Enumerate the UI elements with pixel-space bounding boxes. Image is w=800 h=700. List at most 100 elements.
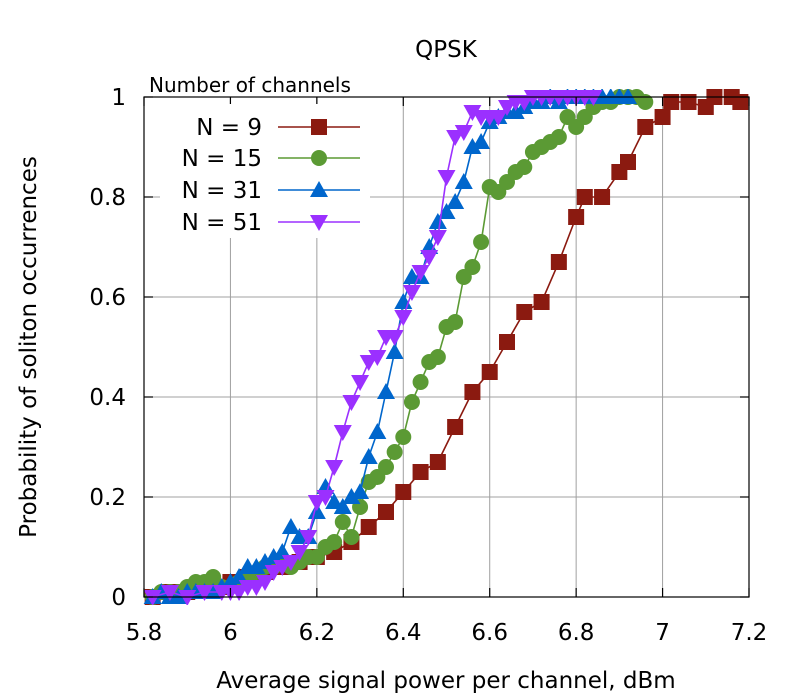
data-point <box>290 545 309 561</box>
data-point <box>326 534 343 550</box>
x-tick-label: 6.6 <box>471 620 508 646</box>
data-point <box>516 159 533 175</box>
data-point <box>204 583 223 599</box>
legend-title: Number of channels <box>149 73 351 97</box>
y-axis-title: Probability of soliton occurrences <box>16 156 42 538</box>
data-point <box>437 203 456 219</box>
data-point <box>325 493 344 509</box>
x-tick-label: 6 <box>223 620 238 646</box>
data-point <box>169 588 188 604</box>
legend: Number of channels N = 9 N = 15 N = 31 N = … <box>149 73 370 238</box>
y-tick-label: 0.6 <box>89 285 126 311</box>
data-point <box>420 250 439 266</box>
data-point <box>299 530 318 546</box>
data-point <box>385 330 404 346</box>
data-point <box>473 234 490 250</box>
legend-marker <box>310 181 328 197</box>
x-tick-label: 6.8 <box>558 620 595 646</box>
chart-title: QPSK <box>415 37 478 63</box>
data-point <box>428 213 447 229</box>
data-point <box>333 425 352 441</box>
data-point <box>281 518 300 534</box>
data-point <box>620 154 636 170</box>
data-point <box>516 304 533 320</box>
data-point <box>307 495 326 511</box>
data-point <box>334 514 351 530</box>
data-point <box>368 423 387 439</box>
data-point <box>447 314 464 330</box>
data-point <box>343 529 360 545</box>
data-point <box>351 375 370 391</box>
data-point <box>515 95 534 111</box>
data-point <box>394 310 413 326</box>
data-point <box>663 94 680 110</box>
data-point <box>637 94 654 110</box>
data-point <box>402 285 421 301</box>
legend-marker <box>311 119 327 135</box>
data-point <box>412 464 429 480</box>
data-point <box>550 254 567 270</box>
data-point <box>247 580 266 596</box>
data-point <box>429 454 446 470</box>
data-point <box>359 355 378 371</box>
data-point <box>360 519 377 535</box>
x-tick-label: 5.8 <box>126 620 163 646</box>
data-point <box>412 374 429 390</box>
data-point <box>447 419 464 435</box>
y-tick-label: 0 <box>111 585 126 611</box>
legend-marker <box>310 215 328 231</box>
data-point <box>247 558 266 574</box>
legend-label: N = 15 <box>182 146 262 172</box>
data-point <box>454 125 473 141</box>
data-point <box>316 490 335 506</box>
data-point <box>498 100 516 116</box>
data-point <box>732 94 749 110</box>
x-tick-label: 7.2 <box>731 620 768 646</box>
data-point <box>281 555 300 571</box>
data-point <box>533 294 550 310</box>
data-point <box>333 498 352 514</box>
legend-label: N = 9 <box>196 115 262 141</box>
data-point <box>454 173 473 189</box>
data-point <box>160 585 179 601</box>
data-point <box>378 459 394 475</box>
data-point <box>411 265 430 281</box>
data-point <box>378 504 394 520</box>
data-point <box>195 585 214 601</box>
y-tick-label: 1 <box>111 85 126 111</box>
data-point <box>437 170 456 186</box>
data-point <box>654 109 671 125</box>
data-point <box>325 460 344 476</box>
data-point <box>464 384 481 400</box>
data-point <box>489 110 508 126</box>
data-point <box>568 209 585 225</box>
data-point <box>472 133 491 149</box>
data-point <box>463 138 482 154</box>
data-point <box>395 484 412 500</box>
series-layer <box>143 89 749 605</box>
data-point <box>385 343 404 359</box>
data-point <box>395 429 412 445</box>
x-axis-title: Average signal power per channel, dBm <box>216 668 675 694</box>
y-tick-label: 0.8 <box>89 185 126 211</box>
axis-ticks: 5.8 6 6.2 6.4 6.6 6.8 7 7.2 0 0.2 0.4 0.6 0.8 1 <box>89 85 767 646</box>
y-tick-label: 0.2 <box>89 485 126 511</box>
data-point <box>481 364 498 380</box>
data-point <box>403 394 420 410</box>
data-point <box>256 575 274 591</box>
legend-marker <box>311 150 327 166</box>
data-point <box>680 94 697 110</box>
legend-label: N = 31 <box>182 178 262 204</box>
x-tick-label: 7 <box>655 620 670 646</box>
data-point <box>351 483 370 499</box>
data-point <box>368 350 387 366</box>
data-point <box>499 334 515 350</box>
series-4 <box>143 90 603 605</box>
data-point <box>429 349 446 365</box>
x-tick-label: 6.4 <box>385 620 422 646</box>
data-point <box>464 259 481 275</box>
data-point <box>463 105 482 121</box>
data-point <box>594 189 611 205</box>
legend-label: N = 51 <box>182 210 262 236</box>
